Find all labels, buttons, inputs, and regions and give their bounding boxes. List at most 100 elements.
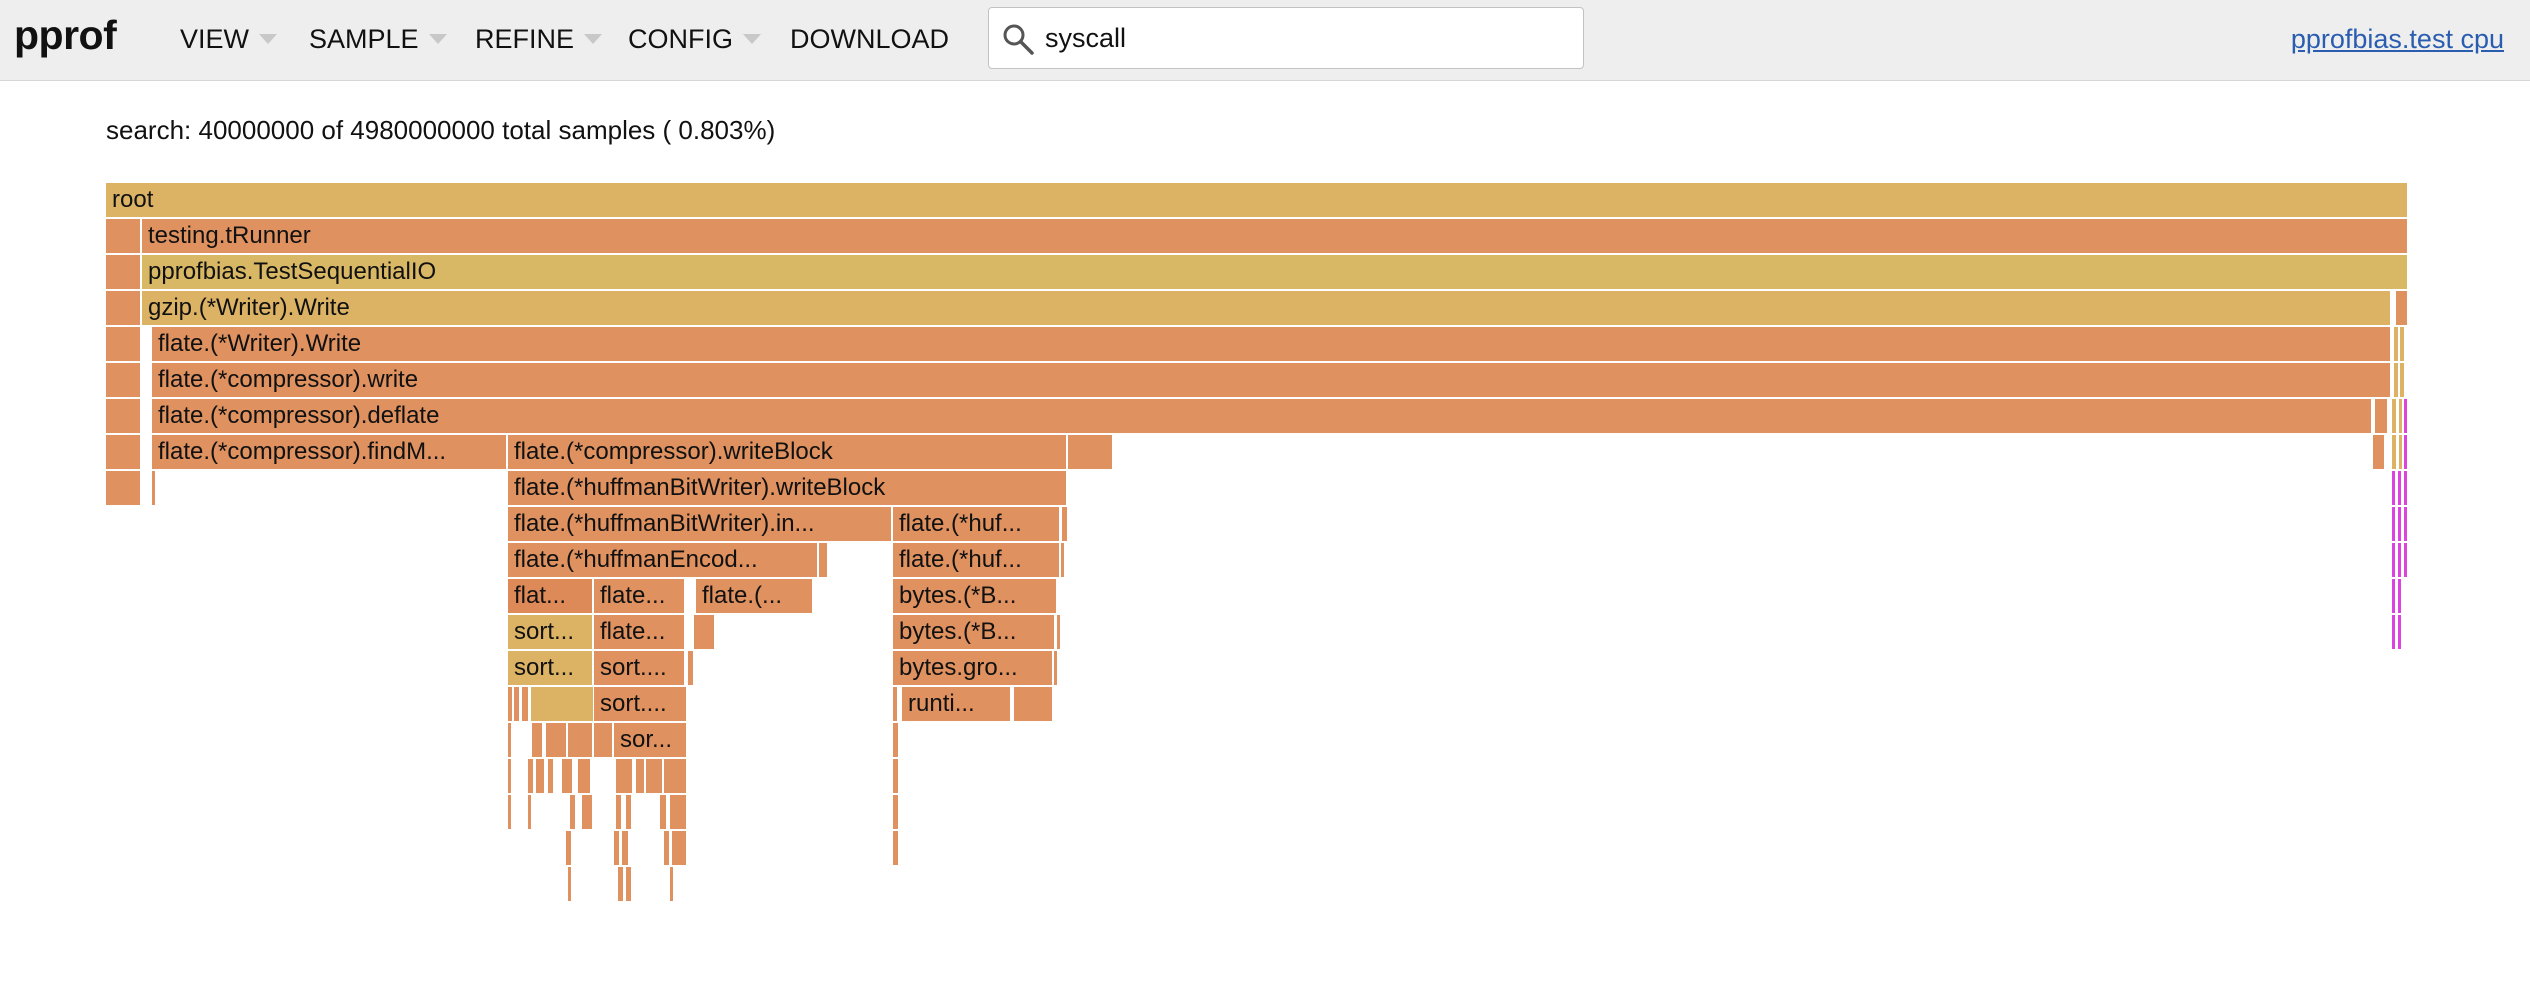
flame-frame-small[interactable]	[106, 327, 142, 361]
flame-frame-small[interactable]	[2398, 579, 2402, 613]
flame-frame-small[interactable]	[546, 723, 568, 757]
flame-frame-small[interactable]	[1062, 507, 1068, 541]
flame-frame-small[interactable]	[688, 651, 694, 685]
flame-frame[interactable]: flate.(*huffmanBitWriter).in...	[508, 507, 893, 541]
flame-frame-small[interactable]	[106, 291, 142, 325]
refine-menu[interactable]: REFINE	[475, 24, 603, 54]
flame-frame[interactable]: testing.tRunner	[142, 219, 2409, 253]
flame-frame-small[interactable]	[532, 723, 544, 757]
flame-frame[interactable]: flate.(*compressor).write	[152, 363, 2392, 397]
flame-frame-small[interactable]	[568, 723, 594, 757]
flame-frame-small[interactable]	[514, 687, 520, 721]
flame-frame-small[interactable]	[2398, 507, 2402, 541]
flame-frame-small[interactable]	[106, 219, 142, 253]
flame-frame-small[interactable]	[622, 831, 630, 865]
flame-frame-small[interactable]	[614, 831, 620, 865]
flame-frame[interactable]: flate...	[594, 615, 686, 649]
flame-frame-small[interactable]	[508, 759, 512, 793]
flame-frame-small[interactable]	[893, 795, 899, 829]
flame-frame[interactable]: flate.(*compressor).writeBlock	[508, 435, 1068, 469]
flame-frame-small[interactable]	[2404, 507, 2408, 541]
flame-frame-small[interactable]	[508, 795, 512, 829]
flame-frame-small[interactable]	[2400, 363, 2405, 397]
flame-frame-small[interactable]	[893, 687, 898, 721]
flame-frame-small[interactable]	[582, 795, 594, 829]
flame-frame[interactable]: flate.(*huf...	[893, 543, 1061, 577]
flame-frame-small[interactable]	[1061, 543, 1065, 577]
flame-frame-small[interactable]	[548, 759, 554, 793]
flame-frame-small[interactable]	[2404, 471, 2408, 505]
flame-frame[interactable]: gzip.(*Writer).Write	[142, 291, 2392, 325]
flame-frame-small[interactable]	[578, 759, 592, 793]
flame-frame-small[interactable]	[672, 831, 688, 865]
flame-frame-small[interactable]	[106, 399, 142, 433]
pprof-logo[interactable]: pprof	[14, 12, 117, 58]
flame-frame-small[interactable]	[664, 759, 688, 793]
flame-frame-small[interactable]	[1054, 651, 1058, 685]
flame-frame-small[interactable]	[106, 471, 142, 505]
flame-frame-small[interactable]	[570, 795, 576, 829]
flame-frame-small[interactable]	[106, 255, 142, 289]
flame-frame-small[interactable]	[646, 759, 664, 793]
flame-frame-small[interactable]	[2392, 615, 2396, 649]
profile-link[interactable]: pprofbias.test cpu	[2290, 24, 2504, 54]
flame-frame-small[interactable]	[2392, 543, 2396, 577]
flame-frame-small[interactable]	[616, 759, 634, 793]
flame-frame-small[interactable]	[1068, 435, 1114, 469]
flame-frame[interactable]: sort....	[594, 687, 688, 721]
flame-frame[interactable]: sort....	[594, 651, 686, 685]
flame-frame-small[interactable]	[2392, 435, 2397, 469]
config-menu[interactable]: CONFIG	[628, 24, 761, 54]
flame-frame-small[interactable]	[508, 687, 513, 721]
flame-frame-small[interactable]	[2394, 327, 2399, 361]
flame-frame-small[interactable]	[152, 471, 156, 505]
flame-frame[interactable]: flate.(*huffmanBitWriter).writeBlock	[508, 471, 1068, 505]
flame-frame-small[interactable]	[562, 759, 574, 793]
flame-frame-small[interactable]	[660, 795, 668, 829]
flame-frame[interactable]: bytes.(*B...	[893, 579, 1058, 613]
flame-frame[interactable]: flate.(*Writer).Write	[152, 327, 2392, 361]
view-menu[interactable]: VIEW	[180, 24, 278, 54]
flame-frame-small[interactable]	[2392, 579, 2396, 613]
flame-frame[interactable]: flat...	[508, 579, 594, 613]
flame-frame-small[interactable]	[522, 687, 530, 721]
flame-frame[interactable]: pprofbias.TestSequentialIO	[142, 255, 2409, 289]
flame-frame-small[interactable]	[528, 795, 532, 829]
flame-frame-small[interactable]	[670, 795, 688, 829]
flame-frame[interactable]: root	[106, 183, 2409, 217]
flame-frame-small[interactable]	[2398, 615, 2402, 649]
flame-frame-small[interactable]	[566, 831, 572, 865]
flame-frame-small[interactable]	[508, 723, 512, 757]
flame-frame-small[interactable]	[694, 615, 716, 649]
flame-frame-small[interactable]	[2392, 399, 2397, 433]
flame-frame[interactable]: flate.(*compressor).findM...	[152, 435, 508, 469]
flame-frame-small[interactable]	[528, 759, 534, 793]
flame-frame-small[interactable]	[2400, 327, 2405, 361]
flame-frame-small[interactable]	[893, 759, 899, 793]
flame-frame-small[interactable]	[2394, 363, 2399, 397]
flame-frame-small[interactable]	[531, 687, 595, 721]
flame-frame[interactable]: sort...	[508, 651, 594, 685]
flame-frame[interactable]: bytes.(*B...	[893, 615, 1056, 649]
flame-frame[interactable]: flate.(*compressor).deflate	[152, 399, 2373, 433]
flame-frame-small[interactable]	[2399, 435, 2403, 469]
flame-frame-small[interactable]	[616, 795, 622, 829]
flame-frame-small[interactable]	[626, 795, 632, 829]
flame-frame-small[interactable]	[2404, 543, 2408, 577]
sample-menu[interactable]: SAMPLE	[309, 24, 447, 54]
flame-frame[interactable]: sort...	[508, 615, 594, 649]
flame-frame[interactable]: flate.(*huffmanEncod...	[508, 543, 819, 577]
flame-frame-small[interactable]	[626, 867, 632, 901]
flame-frame-small[interactable]	[2392, 507, 2396, 541]
flame-frame-small[interactable]	[2404, 435, 2408, 469]
flame-frame-small[interactable]	[2398, 471, 2402, 505]
flame-frame-small[interactable]	[106, 363, 142, 397]
flame-frame-small[interactable]	[2396, 291, 2409, 325]
flame-frame-small[interactable]	[2392, 471, 2396, 505]
search-box[interactable]	[988, 7, 1584, 69]
flame-frame-small[interactable]	[1014, 687, 1054, 721]
download-menu[interactable]: DOWNLOAD	[790, 24, 949, 54]
flame-frame-small[interactable]	[2375, 399, 2389, 433]
flame-frame[interactable]: flate...	[594, 579, 686, 613]
flame-frame-small[interactable]	[1057, 615, 1061, 649]
